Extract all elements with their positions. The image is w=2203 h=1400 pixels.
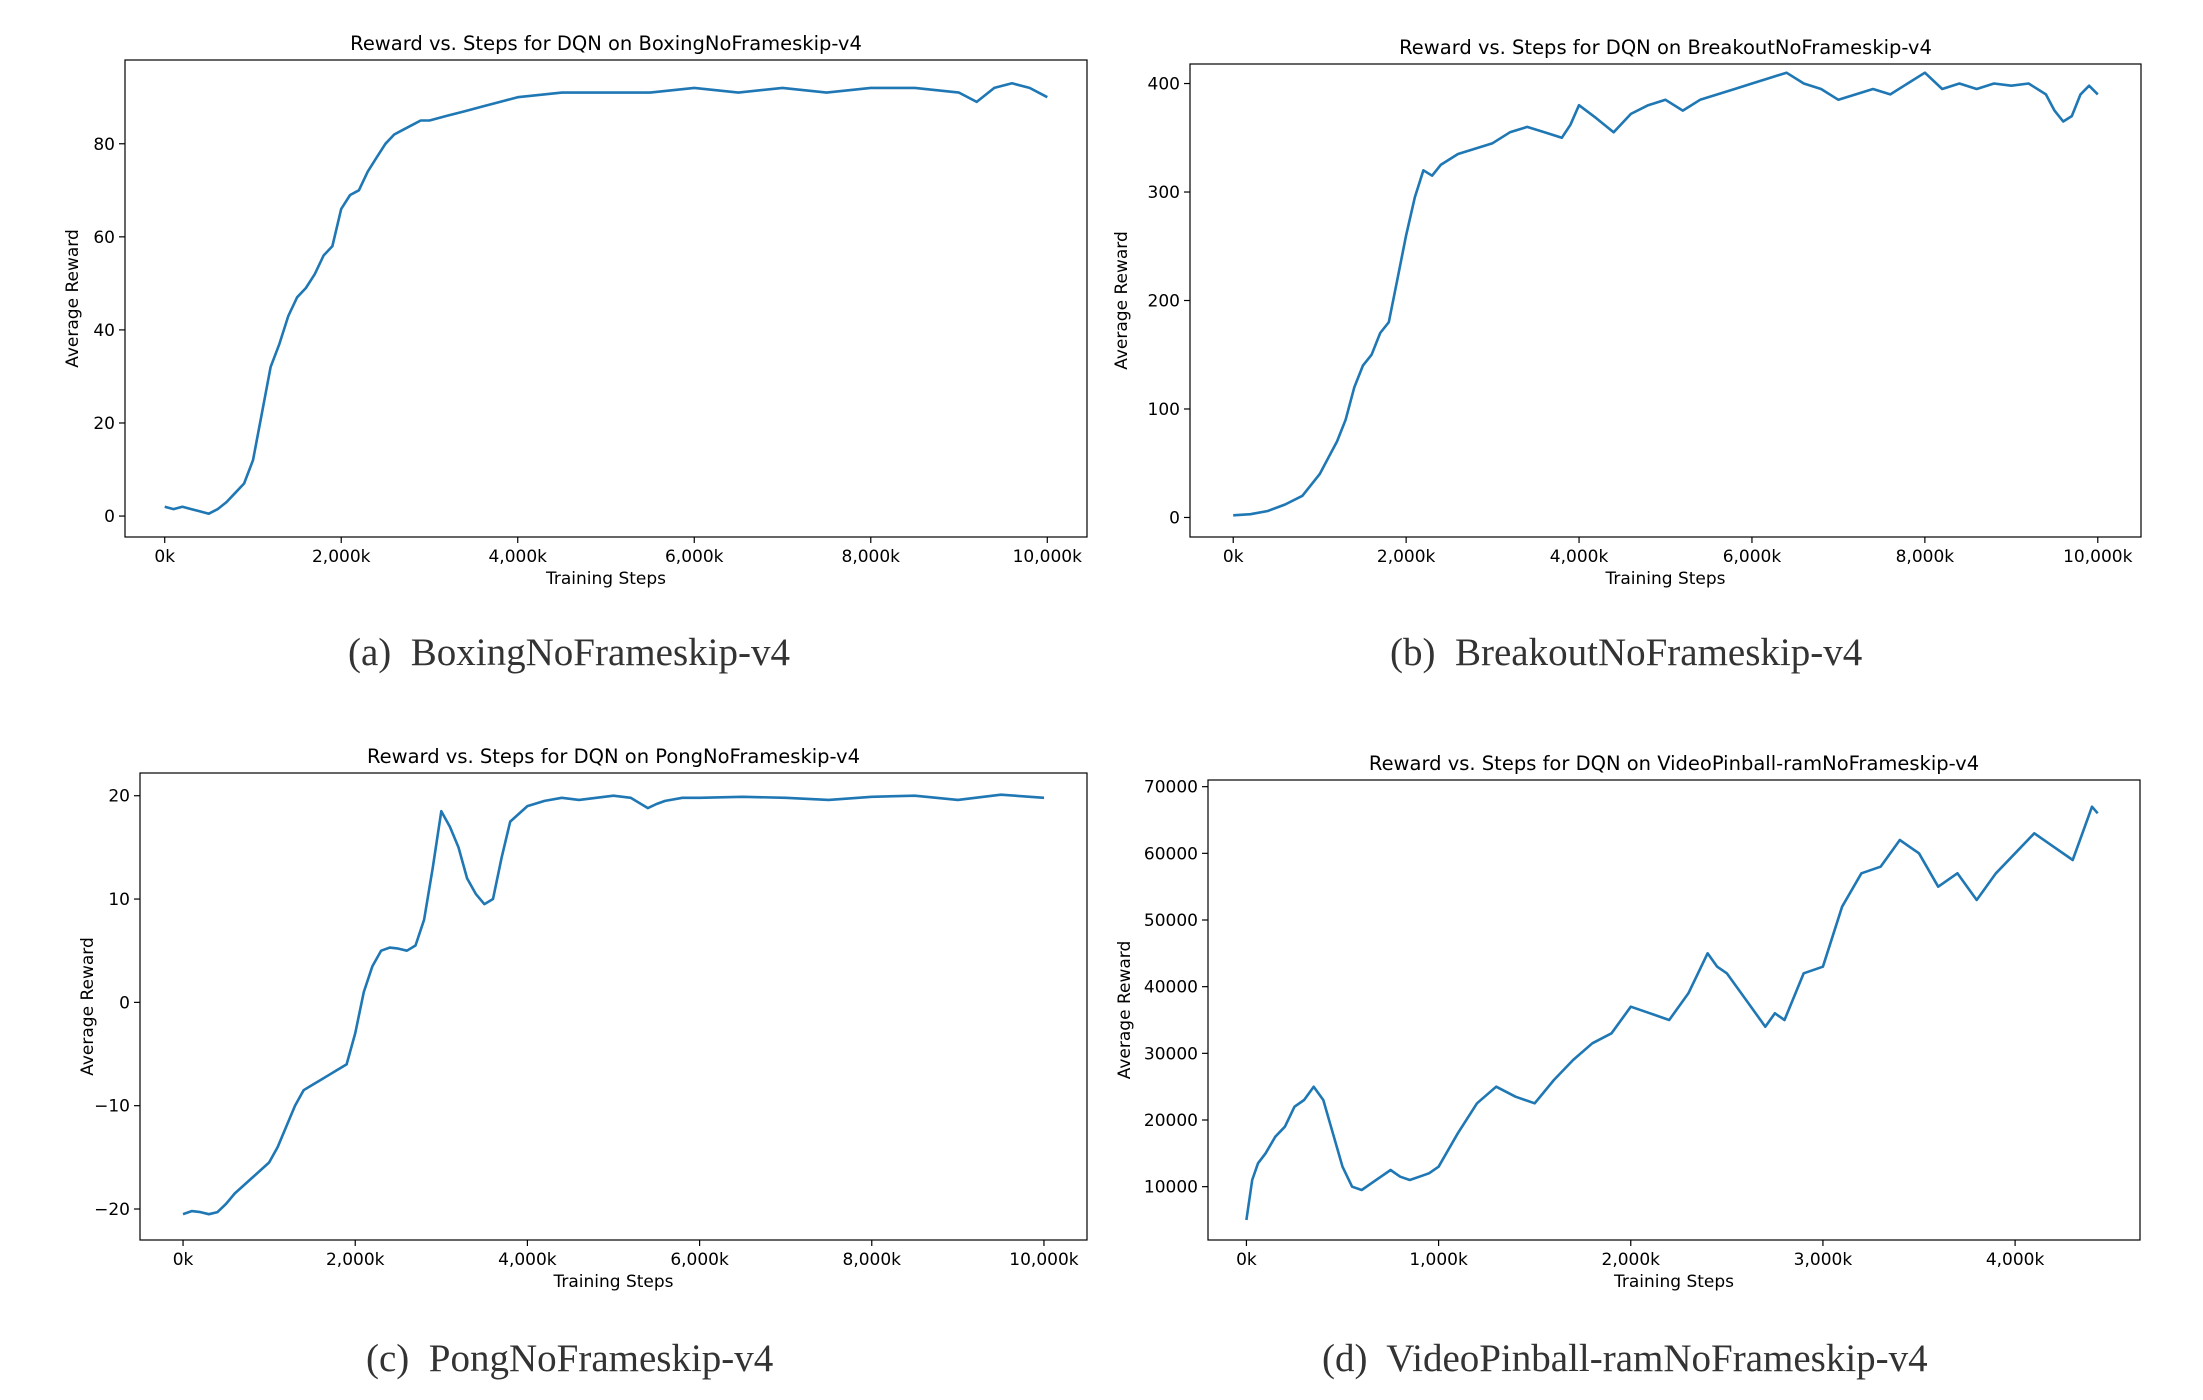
- x-tick-label: 2,000k: [326, 1250, 385, 1270]
- x-tick-label: 10,000k: [1013, 547, 1082, 567]
- caption-tag: (b): [1390, 631, 1436, 674]
- x-tick-label: 4,000k: [498, 1250, 557, 1270]
- y-tick-label: −20: [94, 1200, 130, 1220]
- y-tick-label: 0: [119, 993, 130, 1013]
- caption-text: VideoPinball-ramNoFrameskip-v4: [1386, 1337, 1928, 1380]
- x-tick-label: 0k: [154, 547, 175, 567]
- y-tick-label: 20: [108, 787, 130, 807]
- y-axis-label: Average Reward: [63, 229, 83, 368]
- y-tick-label: 0: [104, 507, 115, 527]
- caption-d: (d) VideoPinball-ramNoFrameskip-v4: [1322, 1336, 1928, 1381]
- x-tick-label: 0k: [1236, 1250, 1257, 1270]
- chart-title: Reward vs. Steps for DQN on PongNoFrames…: [367, 745, 860, 768]
- axes-frame: [139, 772, 1088, 1241]
- caption-tag: (a): [348, 631, 392, 674]
- y-tick-label: 60: [93, 228, 115, 248]
- y-tick-label: 20000: [1144, 1111, 1198, 1131]
- x-tick-label: 10,000k: [2063, 547, 2132, 567]
- y-tick-label: 80: [93, 135, 115, 155]
- y-tick-label: 40000: [1144, 978, 1198, 998]
- y-tick-label: 30000: [1144, 1044, 1198, 1064]
- x-tick-label: 2,000k: [1602, 1250, 1661, 1270]
- caption-c: (c) PongNoFrameskip-v4: [366, 1336, 773, 1381]
- y-tick-label: 40: [93, 321, 115, 341]
- x-tick-label: 8,000k: [843, 1250, 902, 1270]
- chart-boxing: Reward vs. Steps for DQN on BoxingNoFram…: [63, 32, 1088, 589]
- y-tick-label: 20: [93, 414, 115, 434]
- y-axis-label: Average Reward: [78, 937, 98, 1076]
- caption-text: BreakoutNoFrameskip-v4: [1454, 631, 1863, 674]
- caption-text: BoxingNoFrameskip-v4: [410, 631, 790, 674]
- series-line: [1245, 805, 2099, 1221]
- caption-a: (a) BoxingNoFrameskip-v4: [348, 630, 790, 675]
- x-tick-label: 4,000k: [1986, 1250, 2045, 1270]
- x-tick-label: 8,000k: [842, 547, 901, 567]
- x-tick-label: 8,000k: [1896, 547, 1955, 567]
- x-tick-label: 2,000k: [312, 547, 371, 567]
- chart-pong: Reward vs. Steps for DQN on PongNoFrames…: [78, 745, 1088, 1292]
- chart-videopinball: Reward vs. Steps for DQN on VideoPinball…: [1115, 752, 2141, 1292]
- x-tick-label: 2,000k: [1377, 547, 1436, 567]
- series-line: [1233, 71, 2099, 517]
- axes-frame: [124, 59, 1088, 538]
- x-axis-label: Training Steps: [545, 569, 666, 589]
- x-tick-label: 3,000k: [1794, 1250, 1853, 1270]
- x-tick-label: 1,000k: [1409, 1250, 1468, 1270]
- y-tick-label: 10000: [1144, 1178, 1198, 1198]
- x-tick-label: 0k: [1223, 547, 1244, 567]
- y-tick-label: 200: [1148, 292, 1180, 312]
- series-line: [182, 793, 1045, 1216]
- x-tick-label: 4,000k: [1550, 547, 1609, 567]
- chart-title: Reward vs. Steps for DQN on BoxingNoFram…: [350, 32, 862, 55]
- y-tick-label: 60000: [1144, 844, 1198, 864]
- x-tick-label: 4,000k: [488, 547, 547, 567]
- y-axis-label: Average Reward: [1112, 231, 1132, 370]
- series-line: [164, 82, 1048, 516]
- y-tick-label: 50000: [1144, 911, 1198, 931]
- chart-title: Reward vs. Steps for DQN on BreakoutNoFr…: [1399, 36, 1932, 59]
- x-axis-label: Training Steps: [552, 1272, 673, 1292]
- caption-text: PongNoFrameskip-v4: [428, 1337, 774, 1380]
- y-tick-label: 100: [1148, 400, 1180, 420]
- y-tick-label: 300: [1148, 183, 1180, 203]
- axes-frame: [1189, 63, 2142, 538]
- x-tick-label: 6,000k: [670, 1250, 729, 1270]
- y-axis-label: Average Reward: [1115, 941, 1135, 1080]
- y-tick-label: 70000: [1144, 778, 1198, 798]
- axes-frame: [1207, 779, 2141, 1241]
- chart-title: Reward vs. Steps for DQN on VideoPinball…: [1369, 752, 1979, 775]
- y-tick-label: 400: [1148, 75, 1180, 95]
- y-tick-label: 10: [108, 890, 130, 910]
- x-axis-label: Training Steps: [1604, 569, 1725, 589]
- x-tick-label: 0k: [173, 1250, 194, 1270]
- chart-breakout: Reward vs. Steps for DQN on BreakoutNoFr…: [1112, 36, 2142, 589]
- caption-tag: (d): [1322, 1337, 1368, 1380]
- caption-tag: (c): [366, 1337, 410, 1380]
- x-tick-label: 10,000k: [1009, 1250, 1078, 1270]
- y-tick-label: −10: [94, 1097, 130, 1117]
- y-tick-label: 0: [1169, 508, 1180, 528]
- caption-b: (b) BreakoutNoFrameskip-v4: [1390, 630, 1862, 675]
- x-axis-label: Training Steps: [1613, 1272, 1734, 1292]
- x-tick-label: 6,000k: [665, 547, 724, 567]
- x-tick-label: 6,000k: [1723, 547, 1782, 567]
